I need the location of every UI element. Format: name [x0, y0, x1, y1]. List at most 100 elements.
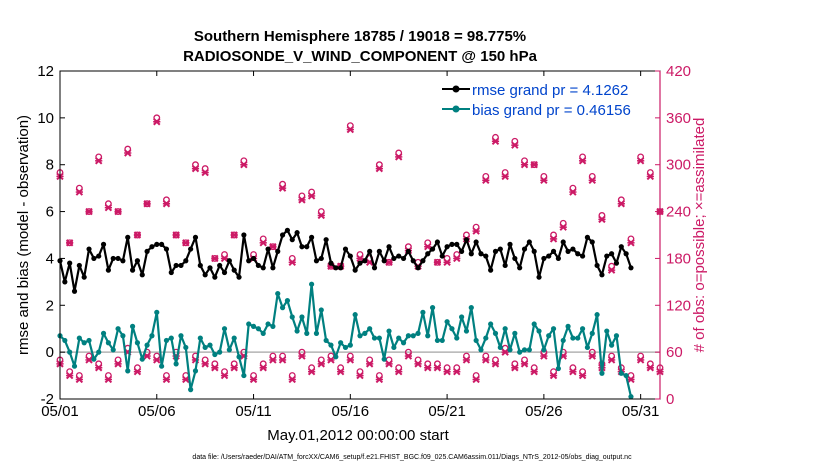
bias-point [236, 354, 242, 360]
obs-assimilated-marker-low [95, 364, 103, 372]
bias-point [575, 335, 581, 341]
bias-point [628, 394, 634, 400]
bias-point [299, 314, 305, 320]
obs-assimilated-marker [511, 141, 519, 149]
bias-point [521, 347, 528, 353]
obs-assimilated-marker-low [230, 364, 238, 372]
bias-point [420, 309, 426, 315]
bias-point [192, 368, 199, 374]
rmse-point [129, 267, 136, 273]
rmse-point [289, 237, 295, 243]
obs-assimilated-marker [491, 137, 500, 145]
bias-point [463, 328, 470, 334]
rmse-point [154, 241, 160, 247]
bias-point [173, 361, 179, 367]
bias-point [289, 314, 295, 320]
obs-assimilated-marker [346, 125, 355, 134]
bias-point [197, 335, 203, 341]
bias-point [163, 337, 170, 344]
rmse-point [173, 262, 179, 269]
rmse-point [613, 260, 620, 266]
rmse-point [478, 251, 484, 257]
obs-assimilated-marker [472, 227, 480, 235]
right-y-tick-label: 420 [666, 63, 691, 80]
bias-point [323, 337, 329, 344]
rmse-point [352, 267, 358, 273]
bias-point [105, 340, 111, 346]
bias-point [154, 309, 160, 315]
rmse-point [507, 241, 513, 247]
rmse-point [517, 265, 523, 271]
bias-point [255, 326, 261, 332]
bias-point [183, 344, 189, 351]
rmse-point [575, 251, 581, 257]
right-y-tick-label: 60 [666, 344, 683, 361]
obs-assimilated-marker-low [501, 348, 509, 356]
rmse-point [241, 232, 247, 238]
rmse-point [86, 246, 92, 252]
rmse-point [371, 265, 378, 271]
bias-point [565, 323, 571, 329]
rmse-point [410, 258, 416, 264]
rmse-point [623, 251, 629, 257]
rmse-point [71, 288, 78, 294]
rmse-point [265, 246, 271, 252]
rmse-point [134, 258, 141, 264]
rmse-point [347, 253, 353, 259]
left-y-axis: -2 0 2 4 6 8 10 12 [37, 63, 65, 408]
rmse-point [105, 267, 111, 273]
bias-point [536, 328, 542, 334]
bias-point [318, 307, 324, 313]
rmse-point [202, 272, 208, 278]
bias-point [125, 368, 131, 374]
rmse-point [483, 253, 489, 259]
obs-assimilated-marker-low [220, 371, 229, 380]
rmse-point [226, 258, 232, 264]
bias-point [313, 330, 320, 336]
rmse-point [183, 258, 189, 264]
rmse-point [178, 262, 184, 269]
bias-point [96, 349, 102, 355]
left-y-tick-label: 2 [46, 297, 54, 314]
rmse-point [434, 239, 441, 245]
bias-point [381, 356, 387, 362]
left-y-tick-label: 4 [46, 250, 54, 267]
obs-assimilated-marker [482, 176, 490, 185]
bias-point [71, 363, 78, 369]
bias-point [468, 305, 474, 311]
rmse-point [565, 248, 571, 254]
obs-assimilated-marker [540, 176, 548, 185]
bias-point [76, 335, 82, 341]
obs-assimilated-marker-low [65, 371, 74, 380]
obs-assimilated-marker-low [569, 367, 577, 376]
bias-point [488, 321, 494, 327]
obs-assimilated-marker-low [636, 356, 645, 364]
rmse-point [299, 244, 305, 250]
x-tick-label: 05/11 [235, 403, 271, 420]
legend-box [438, 76, 652, 120]
obs-assimilated-marker-low [530, 367, 538, 376]
obs-assimilated-marker-low [627, 375, 635, 384]
obs-assimilated-marker-low [404, 352, 413, 360]
obs-assimilated-marker [375, 164, 384, 173]
bias-point [483, 335, 489, 341]
legend: rmse grand pr = 4.1262 bias grand pr = 0… [438, 76, 652, 120]
obs-assimilated-marker [95, 157, 103, 165]
bias-point [415, 330, 421, 336]
bias-point [497, 344, 503, 351]
obs-assimilated-marker [395, 153, 403, 161]
obs-assimilated-marker-low [259, 364, 267, 372]
rmse-point [521, 246, 528, 252]
rmse-point [275, 248, 281, 254]
bias-point [265, 321, 271, 327]
obs-assimilated-marker [230, 231, 238, 239]
right-y-tick-label: 240 [666, 204, 691, 221]
legend-bias-marker [452, 105, 460, 113]
legend-rmse-marker [452, 85, 460, 93]
obs-assimilated-marker [278, 184, 287, 192]
obs-assimilated-marker-low [336, 367, 345, 376]
bias-point [531, 321, 537, 327]
obs-assimilated-marker-low [375, 375, 384, 384]
rmse-point [429, 246, 436, 252]
obs-assimilated-marker [298, 196, 306, 204]
